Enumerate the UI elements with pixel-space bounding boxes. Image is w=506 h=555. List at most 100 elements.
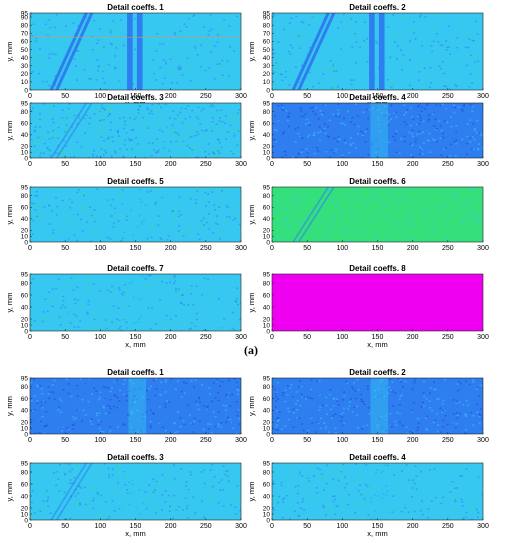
y-tick-label: 10 — [263, 79, 271, 86]
x-tick-label: 200 — [165, 437, 177, 444]
x-tick-label: 0 — [270, 93, 274, 100]
diagonal-line-1 — [292, 187, 329, 242]
subplot-8: Detail coeffs. 80 50 100 150 200 250 300010204… — [247, 264, 489, 349]
diagonal-line-2 — [297, 13, 336, 90]
y-tick-label: 0 — [24, 328, 28, 335]
y-tick-label: 0 — [266, 328, 270, 335]
y-tick-label: 60 — [263, 121, 271, 128]
y-tick-label: 20 — [263, 316, 271, 323]
x-tick-label: 250 — [200, 161, 212, 168]
x-tick-label: 200 — [165, 334, 177, 341]
vertical-band-1 — [369, 13, 375, 90]
y-tick-label: 20 — [21, 505, 29, 512]
heatmap-background — [30, 378, 241, 434]
center-band — [370, 103, 389, 158]
x-tick-label: 250 — [200, 523, 212, 530]
x-tick-label: 0 — [28, 334, 32, 341]
x-tick-label: 50 — [61, 523, 69, 530]
y-tick-label: 60 — [21, 39, 29, 46]
y-tick-label: 60 — [263, 39, 271, 46]
y-tick-label: 90 — [263, 14, 271, 21]
y-tick-label: 20 — [263, 420, 271, 427]
heatmap-area — [272, 463, 483, 520]
center-band — [128, 274, 147, 331]
x-axis-label: x, mm — [125, 340, 145, 349]
y-tick-label: 40 — [263, 408, 271, 415]
y-tick-label: 20 — [21, 71, 29, 78]
y-tick-label: 30 — [263, 63, 271, 70]
x-tick-label: 0 — [270, 245, 274, 252]
x-tick-label: 150 — [130, 245, 142, 252]
y-tick-label: 30 — [21, 63, 29, 70]
y-tick-label: 95 — [21, 100, 29, 107]
subplot-2: Detail coeffs. 20 50 100 150 200 250 300010203… — [247, 3, 489, 108]
y-tick-label: 0 — [266, 87, 270, 94]
x-tick-label: 100 — [94, 93, 106, 100]
subplot-title: Detail coeffs. 3 — [107, 453, 164, 462]
subplot-title: Detail coeffs. 8 — [349, 264, 406, 273]
y-tick-label: 60 — [263, 205, 271, 212]
subplot-title: Detail coeffs. 5 — [107, 177, 164, 186]
diagonal-line-2 — [297, 378, 336, 434]
heatmap-area — [272, 378, 483, 434]
x-tick-label: 100 — [336, 93, 348, 100]
x-tick-label: 0 — [270, 437, 274, 444]
x-tick-label: 250 — [200, 93, 212, 100]
x-tick-label: 0 — [28, 93, 32, 100]
y-tick-label: 60 — [21, 292, 29, 299]
y-tick-label: 20 — [21, 420, 29, 427]
y-tick-label: 95 — [263, 375, 271, 382]
center-band — [128, 378, 147, 434]
vertical-band-1 — [127, 13, 133, 90]
subplot-3: Detail coeffs. 30 50 100 150 200 250 300010204… — [5, 93, 247, 168]
x-tick-label: 250 — [442, 523, 454, 530]
x-tick-label: 300 — [477, 437, 489, 444]
x-tick-label: 0 — [270, 161, 274, 168]
heatmap-background — [272, 274, 483, 331]
heatmap-area — [272, 103, 483, 158]
subplot-title: Detail coeffs. 3 — [107, 93, 164, 102]
x-tick-label: 0 — [28, 245, 32, 252]
x-tick-label: 300 — [235, 161, 247, 168]
x-tick-label: 100 — [94, 245, 106, 252]
x-tick-label: 300 — [477, 161, 489, 168]
y-tick-label: 40 — [263, 304, 271, 311]
x-tick-label: 200 — [407, 93, 419, 100]
subplot-title: Detail coeffs. 7 — [107, 264, 164, 273]
y-tick-label: 95 — [263, 271, 271, 278]
y-tick-label: 80 — [21, 109, 29, 116]
y-tick-label: 20 — [263, 228, 271, 235]
y-tick-label: 95 — [21, 271, 29, 278]
heatmap-area — [30, 463, 241, 520]
y-axis-label: y, mm — [247, 482, 256, 502]
y-tick-label: 20 — [263, 144, 271, 151]
y-tick-label: 10 — [21, 79, 29, 86]
y-axis-label: y, mm — [5, 205, 14, 225]
x-axis-label: x, mm — [367, 529, 387, 538]
y-axis-label: y, mm — [247, 205, 256, 225]
y-tick-label: 40 — [21, 304, 29, 311]
x-tick-label: 150 — [372, 161, 384, 168]
x-tick-label: 100 — [94, 161, 106, 168]
subplot-title: Detail coeffs. 2 — [349, 3, 406, 12]
y-tick-label: 60 — [21, 481, 29, 488]
x-tick-label: 250 — [442, 161, 454, 168]
y-tick-label: 0 — [24, 155, 28, 162]
subplot-title: Detail coeffs. 4 — [349, 453, 406, 462]
y-tick-label: 0 — [24, 517, 28, 524]
subplot-5: Detail coeffs. 50 50 100 150 200 250 300010204… — [5, 177, 247, 252]
subplot-title: Detail coeffs. 4 — [349, 93, 406, 102]
subplot-7: Detail coeffs. 70 50 100 150 200 250 300010204… — [5, 264, 247, 349]
x-tick-label: 150 — [130, 523, 142, 530]
diagonal-line-2 — [55, 378, 94, 434]
y-tick-label: 80 — [263, 109, 271, 116]
x-tick-label: 150 — [372, 334, 384, 341]
x-tick-label: 100 — [336, 245, 348, 252]
x-tick-label: 150 — [130, 93, 142, 100]
y-tick-label: 80 — [263, 22, 271, 29]
y-tick-label: 95 — [263, 184, 271, 191]
y-tick-label: 95 — [263, 100, 271, 107]
y-tick-label: 10 — [21, 234, 29, 241]
